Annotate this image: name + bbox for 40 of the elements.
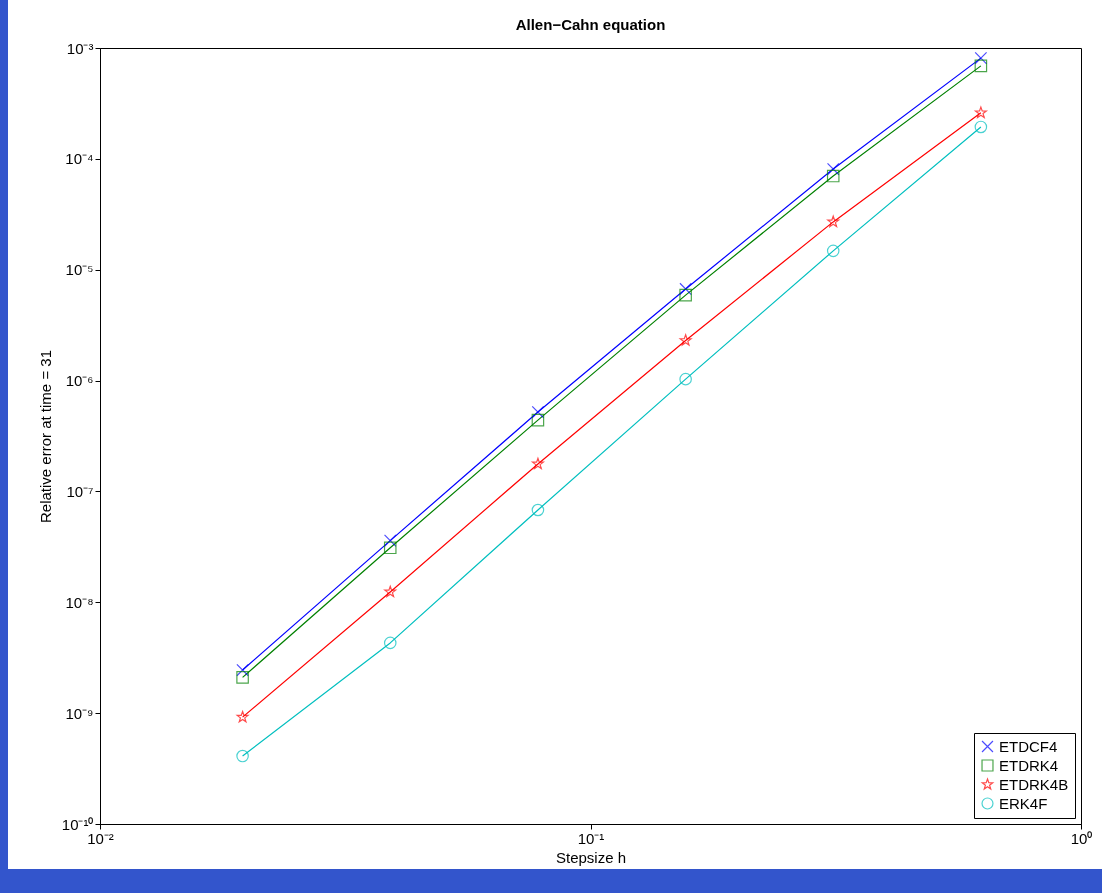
y-tick-label: 10⁻⁹	[65, 704, 94, 722]
point	[383, 636, 397, 650]
point	[827, 215, 840, 228]
y-tick-label: 10⁻⁵	[65, 261, 94, 279]
point	[679, 282, 692, 296]
point	[974, 120, 988, 134]
point	[236, 710, 249, 723]
point	[236, 663, 249, 677]
point	[236, 671, 249, 684]
legend-label: ETDCF4	[999, 737, 1058, 755]
point	[974, 59, 988, 73]
point	[531, 503, 545, 517]
y-tick-label: 10⁻⁶	[65, 372, 94, 390]
point	[531, 413, 545, 427]
point	[826, 244, 840, 258]
legend-label: ETDRK4	[999, 756, 1059, 774]
point	[826, 169, 840, 183]
x-tick-label: 10⁻¹	[577, 829, 605, 847]
y-tick-label: 10⁻³	[66, 39, 94, 57]
point	[974, 51, 988, 65]
point	[384, 585, 397, 598]
point	[531, 457, 544, 470]
point	[826, 162, 840, 176]
x-axis-title: Stepsize h	[555, 848, 627, 866]
y-tick-label: 10⁻⁴	[65, 150, 94, 168]
point	[974, 106, 987, 119]
point	[679, 334, 692, 346]
point	[383, 534, 397, 547]
y-axis-title: Relative error at time = 31	[36, 350, 54, 523]
legend-label: ETDRK4B	[999, 775, 1069, 793]
point	[679, 372, 692, 386]
point	[383, 541, 397, 555]
x-tick-label: 10⁰	[1070, 829, 1093, 847]
point	[679, 288, 692, 302]
chart-title: Allen−Cahn equation	[515, 16, 666, 33]
legend-label: ERK4F	[999, 794, 1048, 812]
point	[236, 749, 249, 763]
y-tick-label: 10⁻⁸	[65, 593, 94, 611]
y-tick-label: 10⁻⁷	[66, 482, 94, 500]
point	[531, 405, 545, 419]
